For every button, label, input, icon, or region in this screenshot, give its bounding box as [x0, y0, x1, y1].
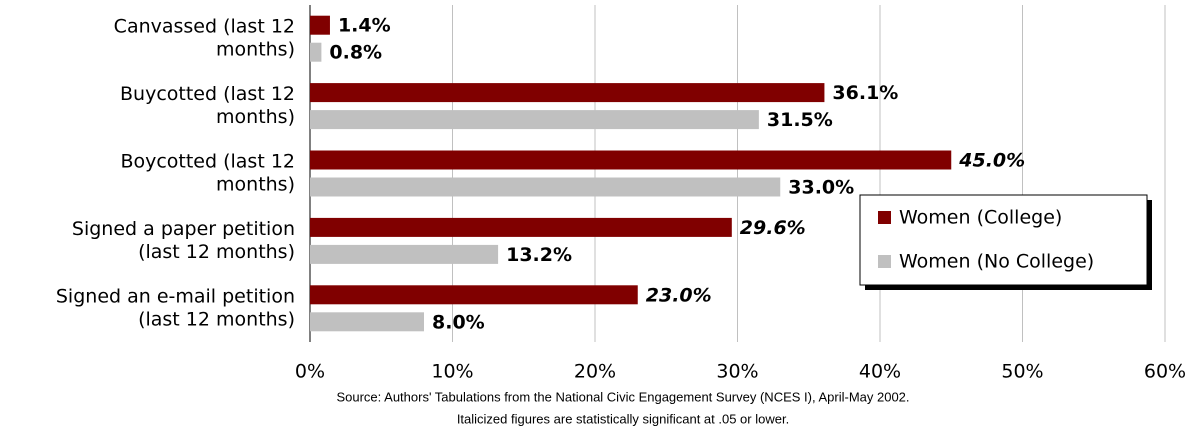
data-label: 13.2%	[506, 244, 572, 266]
bar	[310, 15, 330, 35]
y-tick-label: Canvassed (last 12	[114, 16, 295, 38]
x-tick-label: 30%	[716, 361, 758, 383]
y-tick-label: (last 12 months)	[138, 241, 295, 263]
data-label: 0.8%	[329, 42, 382, 64]
x-tick-label: 10%	[431, 361, 473, 383]
bar	[310, 83, 825, 103]
bar	[310, 244, 499, 264]
y-tick-label: months)	[216, 39, 295, 61]
data-label: 1.4%	[338, 15, 391, 37]
data-label: 31.5%	[767, 109, 833, 131]
bar	[310, 217, 732, 237]
y-tick-label: (last 12 months)	[138, 308, 295, 330]
x-tick-label: 50%	[1001, 361, 1043, 383]
y-tick-label: months)	[216, 174, 295, 196]
bar	[310, 285, 638, 305]
data-label: 23.0%	[646, 284, 712, 306]
x-tick-label: 20%	[574, 361, 616, 383]
data-label: 29.6%	[740, 217, 806, 239]
x-tick-label: 40%	[859, 361, 901, 383]
note: Source: Authors' Tabulations from the Na…	[336, 389, 909, 404]
legend-swatch	[878, 255, 891, 268]
bar	[310, 110, 759, 130]
y-tick-label: Signed an e-mail petition	[56, 285, 295, 307]
x-tick-label: 0%	[295, 361, 325, 383]
y-tick-label: Boycotted (last 12	[120, 151, 295, 173]
note: Italicized figures are statistically sig…	[457, 411, 789, 426]
bar	[310, 177, 781, 197]
y-tick-label: Buycotted (last 12	[120, 83, 295, 105]
y-tick-label: Signed a paper petition	[72, 218, 295, 240]
data-label: 45.0%	[958, 150, 1025, 172]
legend-label: Women (No College)	[899, 251, 1094, 273]
data-label: 36.1%	[832, 82, 898, 104]
legend-label: Women (College)	[899, 207, 1062, 229]
legend-swatch	[878, 211, 891, 224]
legend	[859, 194, 1148, 286]
bar	[310, 150, 952, 170]
y-tick-label: months)	[216, 106, 295, 128]
data-label: 33.0%	[788, 177, 854, 199]
bar	[310, 312, 424, 332]
bar	[310, 42, 322, 62]
data-label: 8.0%	[432, 311, 485, 333]
x-tick-label: 60%	[1144, 361, 1186, 383]
